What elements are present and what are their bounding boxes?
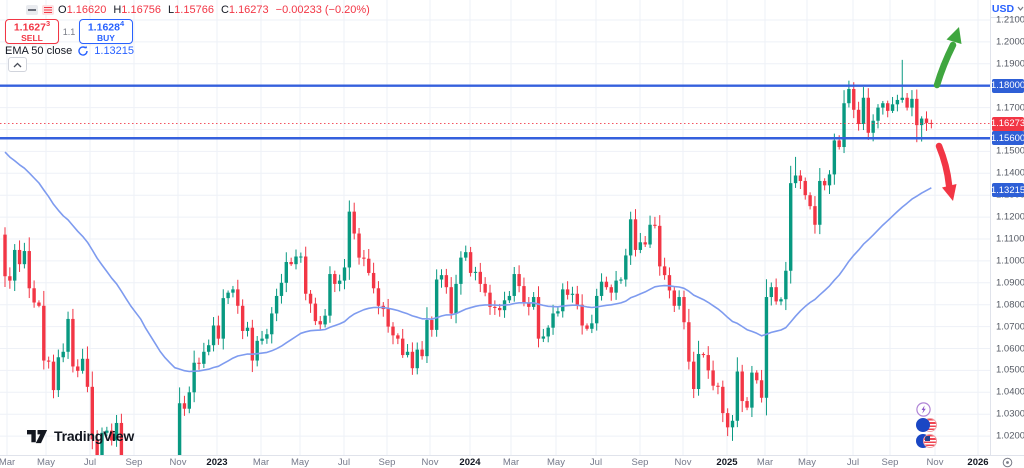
buy-price: 1.1628 <box>87 21 120 34</box>
time-tick-label: Mar <box>756 457 774 468</box>
time-tick-label: May <box>547 457 565 468</box>
time-tick-label: May <box>798 457 816 468</box>
event-icons <box>916 402 938 449</box>
high-label: H <box>113 4 122 16</box>
indicator-name: EMA 50 close <box>5 45 73 57</box>
buy-label: BUY <box>97 33 115 44</box>
buy-price-sup: 4 <box>119 19 125 29</box>
price-tick-label: 1.15000 <box>996 145 1024 157</box>
time-tick-label: 2024 <box>459 457 481 468</box>
time-tick-label: Sep <box>125 457 143 468</box>
chart-pane[interactable] <box>0 0 990 455</box>
price-tick-label: 1.21000 <box>996 14 1024 26</box>
sell-price: 1.1627 <box>13 21 46 34</box>
currency-label: USD <box>991 2 1015 15</box>
time-tick-label: Jul <box>846 457 860 468</box>
tradingview-logo-icon <box>27 429 48 443</box>
time-tick-label: Jul <box>83 457 97 468</box>
time-tick-label: Sep <box>881 457 899 468</box>
sell-button[interactable]: 1.16273 SELL <box>5 19 59 44</box>
chevron-down-icon <box>1017 6 1024 11</box>
indicator-value: 1.13215 <box>94 45 135 57</box>
ema-50-line[interactable] <box>4 151 932 373</box>
grid <box>0 0 990 455</box>
open-label: O <box>58 4 67 16</box>
time-tick-label: 2023 <box>206 457 228 468</box>
time-tick-label: Nov <box>169 457 187 468</box>
time-tick-label: Mar <box>502 457 520 468</box>
price-tick-label: 1.05000 <box>996 364 1024 376</box>
price-tick-label: 1.02000 <box>996 430 1024 442</box>
price-badge-ema: 1.13215 <box>990 183 1024 198</box>
eur-usd-event-icon[interactable] <box>916 418 938 433</box>
trend-arrow-down[interactable] <box>935 142 957 201</box>
price-tick-label: 1.10000 <box>996 255 1024 267</box>
time-tick-label: May <box>291 457 309 468</box>
candlestick-chart[interactable] <box>0 0 990 455</box>
tradingview-logo[interactable]: TradingView <box>27 428 134 444</box>
buy-button[interactable]: 1.16284 BUY <box>79 19 133 44</box>
eu-flag-icon <box>916 418 930 432</box>
price-tick-label: 1.04000 <box>996 386 1024 398</box>
price-tick-label: 1.12000 <box>996 211 1024 223</box>
time-tick-label: Sep <box>631 457 649 468</box>
trend-arrow-up[interactable] <box>933 27 962 89</box>
price-tick-label: 1.03000 <box>996 408 1024 420</box>
close-label: C <box>220 4 229 16</box>
time-tick-label: Nov <box>926 457 944 468</box>
change-value: −0.00233 (−0.20%) <box>275 4 370 16</box>
legend-menu-icon[interactable] <box>42 5 54 15</box>
us-flag-canton <box>925 436 930 441</box>
currency-selector[interactable]: USD <box>991 0 1024 18</box>
time-tick-label: Nov <box>421 457 439 468</box>
price-badge-line: 1.18000 <box>990 78 1024 93</box>
indicator-legend[interactable]: EMA 50 close 1.13215 <box>5 45 134 57</box>
time-tick-label: Nov <box>674 457 692 468</box>
time-tick-label: 2025 <box>716 457 738 468</box>
time-tick-label: Jul <box>589 457 603 468</box>
axis-settings-icon[interactable] <box>1002 457 1013 468</box>
time-tick-label: May <box>37 457 55 468</box>
time-tick-label: 2026 <box>967 457 989 468</box>
ohlc-values: O1.16620 H1.16756 L1.15766 C1.16273 −0.0… <box>58 4 370 16</box>
sell-label: SELL <box>21 33 43 44</box>
low-value: 1.15766 <box>174 4 214 16</box>
price-tick-label: 1.19000 <box>996 58 1024 70</box>
spread-value: 1.1 <box>62 26 76 37</box>
low-label: L <box>168 4 175 16</box>
price-badge-price: 1.16273 <box>990 116 1024 131</box>
legend-collapse-button[interactable] <box>8 57 27 72</box>
time-tick-label: Mar <box>252 457 270 468</box>
chevron-up-icon <box>13 62 22 67</box>
price-tick-label: 1.09000 <box>996 277 1024 289</box>
symbol-legend: O1.16620 H1.16756 L1.15766 C1.16273 −0.0… <box>26 4 370 16</box>
price-tick-label: 1.06000 <box>996 343 1024 354</box>
price-axis[interactable]: USD 1.21000 1.20000 1.19000 1.18000 1.17000 1… <box>990 0 1024 455</box>
price-tick-label: 1.14000 <box>996 167 1024 179</box>
close-value: 1.16273 <box>228 4 269 16</box>
high-value: 1.16756 <box>121 4 162 16</box>
us-flag-icon <box>923 434 937 448</box>
price-badge-line: 1.15600 <box>990 131 1024 146</box>
usd-eur-event-icon[interactable] <box>916 434 938 449</box>
price-tick-label: 1.17000 <box>996 102 1024 114</box>
time-tick-label: Sep <box>378 457 396 468</box>
candles <box>3 59 934 455</box>
time-axis[interactable]: Mar May Jul Sep Nov 2023 Mar May Jul Sep Nov 2024 Ma… <box>0 455 990 468</box>
trade-panel: 1.16273 SELL 1.1 1.16284 BUY <box>5 19 133 44</box>
sell-price-sup: 3 <box>45 19 51 29</box>
axis-settings-corner[interactable] <box>990 455 1024 468</box>
refresh-icon[interactable] <box>77 45 89 57</box>
time-tick-label: Jul <box>337 457 351 468</box>
open-value: 1.16620 <box>66 4 107 16</box>
time-tick-label: Mar <box>0 457 16 468</box>
price-tick-label: 1.20000 <box>996 36 1024 48</box>
tradingview-logo-text: TradingView <box>54 428 135 444</box>
price-tick-label: 1.11000 <box>996 233 1024 245</box>
price-tick-label: 1.07000 <box>996 321 1024 333</box>
price-tick-label: 1.08000 <box>996 299 1024 311</box>
economic-event-lightning-icon[interactable] <box>916 402 931 417</box>
legend-collapse-icon[interactable] <box>26 5 38 15</box>
